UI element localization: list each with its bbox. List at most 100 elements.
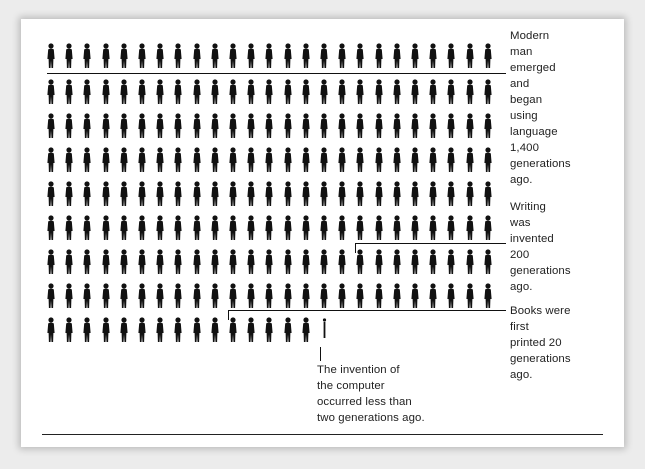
person-icon — [447, 43, 455, 69]
person-icon — [283, 317, 292, 343]
person-icon — [211, 215, 219, 241]
person-icon — [120, 249, 128, 275]
person-icon — [411, 181, 419, 207]
person-icon — [65, 147, 73, 173]
person-icon — [47, 283, 55, 309]
person-icon — [484, 79, 492, 105]
person-icon — [447, 113, 455, 139]
person-icon — [83, 113, 91, 139]
generation-row — [47, 317, 517, 343]
person-icon — [283, 249, 292, 275]
person-icon — [65, 215, 73, 241]
person-icon — [192, 147, 201, 173]
person-icon — [302, 147, 310, 173]
person-icon — [47, 43, 55, 69]
person-icon — [484, 215, 492, 241]
person-icon — [156, 181, 164, 207]
person-icon — [192, 43, 201, 69]
person-icon — [320, 147, 328, 173]
modern-man-leader-line — [47, 73, 506, 74]
person-icon — [283, 147, 292, 173]
person-icon — [320, 249, 328, 275]
person-icon — [174, 181, 182, 207]
person-icon — [47, 249, 55, 275]
person-icon — [120, 215, 128, 241]
person-icon — [101, 283, 110, 309]
person-icon — [83, 147, 91, 173]
person-icon — [101, 215, 110, 241]
person-icon — [156, 113, 164, 139]
person-icon — [465, 147, 474, 173]
person-icon — [447, 215, 455, 241]
person-icon — [101, 147, 110, 173]
person-icon — [411, 43, 419, 69]
person-icon — [429, 181, 437, 207]
person-icon — [229, 317, 237, 343]
person-icon — [65, 317, 73, 343]
person-icon — [65, 249, 73, 275]
person-icon — [265, 215, 273, 241]
person-icon — [465, 79, 474, 105]
person-icon — [465, 113, 474, 139]
person-icon — [484, 181, 492, 207]
person-icon — [83, 283, 91, 309]
person-icon — [465, 181, 474, 207]
person-icon — [138, 147, 146, 173]
person-icon — [120, 283, 128, 309]
person-icon — [247, 43, 255, 69]
person-icon — [156, 215, 164, 241]
books-leader-line — [228, 310, 506, 311]
person-icon — [156, 283, 164, 309]
person-icon — [411, 147, 419, 173]
books-annotation: Books were first printed 20 generations … — [510, 305, 571, 381]
person-icon — [229, 147, 237, 173]
person-icon — [247, 215, 255, 241]
person-icon — [211, 79, 219, 105]
person-icon — [447, 181, 455, 207]
person-icon — [356, 147, 364, 173]
person-icon — [265, 43, 273, 69]
person-icon — [247, 283, 255, 309]
person-icon — [138, 283, 146, 309]
person-icon — [229, 79, 237, 105]
generation-row — [47, 113, 517, 139]
person-icon — [484, 147, 492, 173]
person-icon — [374, 43, 383, 69]
person-icon — [101, 79, 110, 105]
person-icon — [65, 43, 73, 69]
person-icon — [211, 147, 219, 173]
person-icon — [83, 249, 91, 275]
person-icon — [229, 249, 237, 275]
person-icon — [447, 249, 455, 275]
person-icon — [302, 43, 310, 69]
person-icon — [411, 249, 419, 275]
person-icon — [484, 283, 492, 309]
person-icon — [192, 317, 201, 343]
computer-annotation: The invention of the computer occurred l… — [317, 364, 425, 424]
person-icon — [302, 113, 310, 139]
person-icon — [356, 283, 364, 309]
person-icon — [283, 43, 292, 69]
person-icon — [465, 43, 474, 69]
person-icon — [320, 181, 328, 207]
generation-row — [47, 147, 517, 173]
person-icon — [47, 79, 55, 105]
person-icon — [156, 147, 164, 173]
person-icon — [120, 113, 128, 139]
person-icon — [247, 147, 255, 173]
person-icon — [247, 113, 255, 139]
person-icon — [429, 113, 437, 139]
person-icon — [411, 215, 419, 241]
person-icon — [174, 147, 182, 173]
person-icon — [156, 79, 164, 105]
person-icon — [192, 283, 201, 309]
person-icon — [320, 79, 328, 105]
person-icon — [265, 181, 273, 207]
person-icon — [174, 283, 182, 309]
person-icon — [302, 283, 310, 309]
person-icon — [302, 317, 310, 343]
person-icon — [283, 79, 292, 105]
person-icon — [101, 113, 110, 139]
person-icon — [338, 215, 346, 241]
person-icon — [320, 215, 328, 241]
